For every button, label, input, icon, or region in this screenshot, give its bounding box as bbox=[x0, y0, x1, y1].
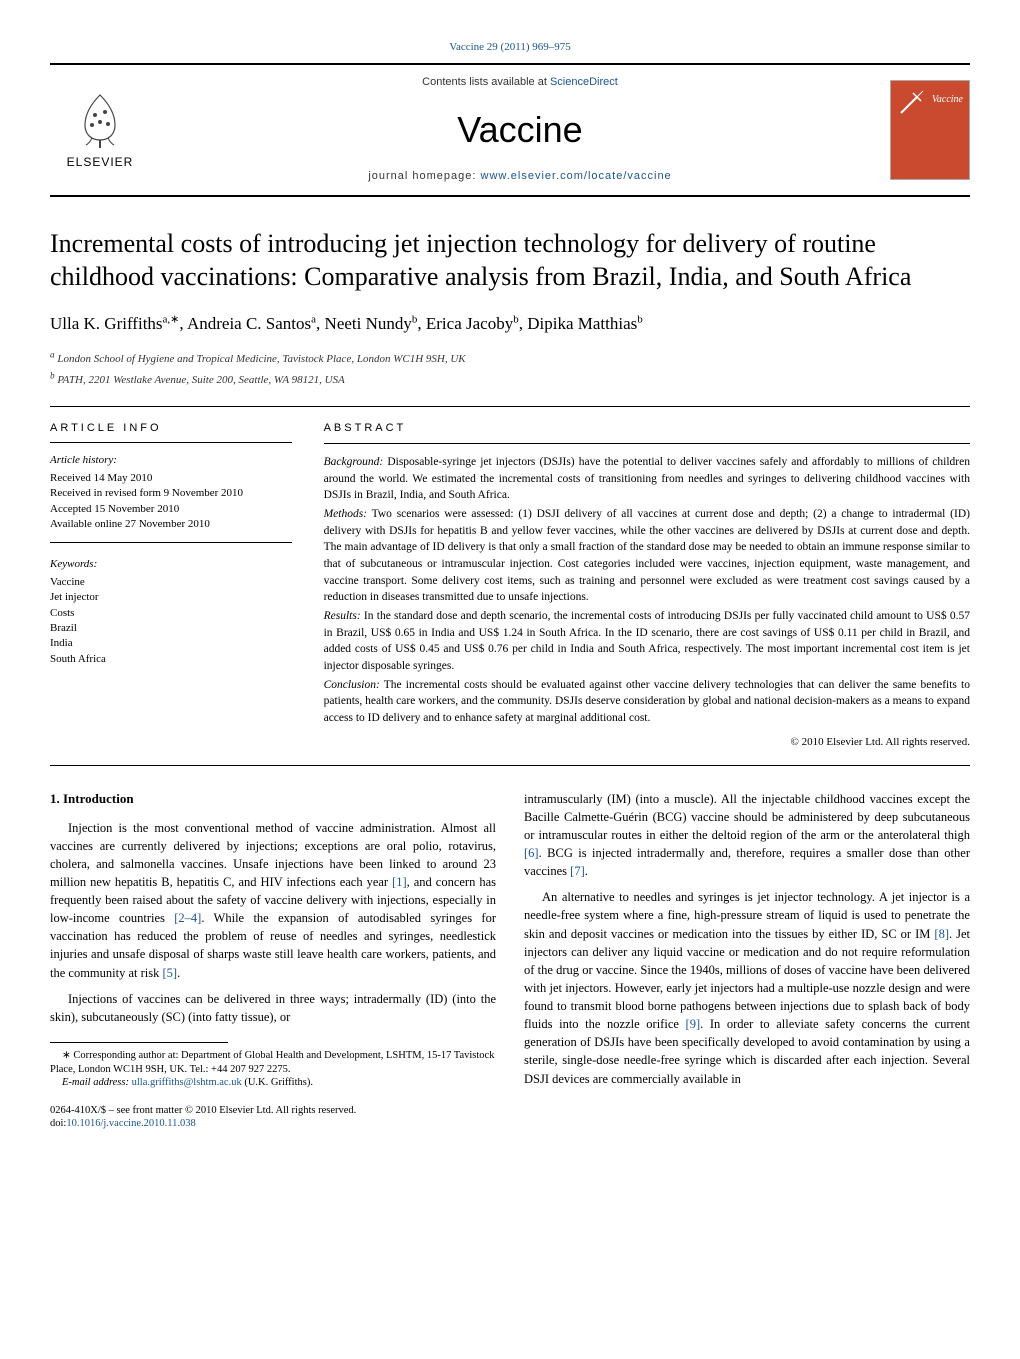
masthead: ELSEVIER Contents lists available at Sci… bbox=[50, 63, 970, 196]
corresponding-footnote: ∗ Corresponding author at: Department of… bbox=[50, 1049, 496, 1076]
footnote-rule bbox=[50, 1042, 228, 1043]
body-p3: intramuscularly (IM) (into a muscle). Al… bbox=[524, 790, 970, 881]
abstract-methods: Methods: Two scenarios were assessed: (1… bbox=[324, 506, 970, 606]
p1d: . bbox=[177, 966, 180, 980]
email-label: E-mail address: bbox=[62, 1077, 132, 1088]
history-line-3: Available online 27 November 2010 bbox=[50, 517, 292, 532]
journal-cover-thumbnail: Vaccine bbox=[890, 80, 970, 180]
sciencedirect-link[interactable]: ScienceDirect bbox=[550, 76, 618, 88]
email-footnote: E-mail address: ulla.griffiths@lshtm.ac.… bbox=[50, 1076, 496, 1090]
keyword-3: Brazil bbox=[50, 621, 292, 636]
keyword-2: Costs bbox=[50, 606, 292, 621]
keyword-0: Vaccine bbox=[50, 575, 292, 590]
author-1: Ulla K. Griffiths bbox=[50, 314, 163, 333]
conclusion-text: The incremental costs should be evaluate… bbox=[324, 679, 970, 724]
results-label: Results: bbox=[324, 610, 361, 622]
author-1-sup: a,∗ bbox=[163, 314, 180, 326]
info-abstract-row: ARTICLE INFO Article history: Received 1… bbox=[50, 406, 970, 766]
affiliation-b: b PATH, 2201 Westlake Avenue, Suite 200,… bbox=[50, 369, 970, 388]
abstract: ABSTRACT Background: Disposable-syringe … bbox=[308, 407, 970, 765]
doi-link[interactable]: 10.1016/j.vaccine.2010.11.038 bbox=[66, 1118, 195, 1129]
bottom-meta: 0264-410X/$ – see front matter © 2010 El… bbox=[50, 1104, 496, 1131]
background-text: Disposable-syringe jet injectors (DSJIs)… bbox=[324, 456, 970, 501]
homepage-prefix: journal homepage: bbox=[368, 170, 480, 182]
history-block: Article history: Received 14 May 2010 Re… bbox=[50, 453, 292, 543]
results-text: In the standard dose and depth scenario,… bbox=[324, 610, 970, 672]
masthead-center: Contents lists available at ScienceDirec… bbox=[150, 75, 890, 184]
section-1-heading: 1. Introduction bbox=[50, 790, 496, 809]
p3c: . bbox=[585, 864, 588, 878]
affiliation-a-text: a London School of Hygiene and Tropical … bbox=[50, 353, 466, 365]
elsevier-wordmark: ELSEVIER bbox=[67, 154, 134, 171]
article-info-heading: ARTICLE INFO bbox=[50, 421, 292, 443]
issn-line: 0264-410X/$ – see front matter © 2010 El… bbox=[50, 1104, 496, 1118]
affiliation-a: a London School of Hygiene and Tropical … bbox=[50, 348, 970, 367]
article-title: Incremental costs of introducing jet inj… bbox=[50, 227, 970, 295]
homepage-link[interactable]: www.elsevier.com/locate/vaccine bbox=[481, 170, 672, 182]
history-title: Article history: bbox=[50, 453, 292, 468]
affiliation-b-text: b PATH, 2201 Westlake Avenue, Suite 200,… bbox=[50, 374, 345, 386]
article-info: ARTICLE INFO Article history: Received 1… bbox=[50, 407, 308, 765]
author-5: , Dipika Matthias bbox=[519, 314, 638, 333]
ref-7-link[interactable]: [7] bbox=[570, 864, 585, 878]
body-p2: Injections of vaccines can be delivered … bbox=[50, 990, 496, 1026]
history-line-1: Received in revised form 9 November 2010 bbox=[50, 486, 292, 501]
elsevier-tree-icon bbox=[70, 90, 130, 150]
abstract-conclusion: Conclusion: The incremental costs should… bbox=[324, 677, 970, 727]
abstract-heading: ABSTRACT bbox=[324, 421, 970, 444]
affiliations: a London School of Hygiene and Tropical … bbox=[50, 348, 970, 388]
title-line-2: childhood vaccinations: Comparative anal… bbox=[50, 262, 911, 291]
conclusion-label: Conclusion: bbox=[324, 679, 380, 691]
email-link[interactable]: ulla.griffiths@lshtm.ac.uk bbox=[132, 1077, 242, 1088]
left-column: 1. Introduction Injection is the most co… bbox=[50, 790, 496, 1131]
p4b: . Jet injectors can deliver any liquid v… bbox=[524, 927, 970, 1032]
email-suffix: (U.K. Griffiths). bbox=[242, 1077, 313, 1088]
authors: Ulla K. Griffithsa,∗, Andreia C. Santosa… bbox=[50, 312, 970, 336]
keyword-4: India bbox=[50, 636, 292, 651]
ref-6-link[interactable]: [6] bbox=[524, 846, 539, 860]
keyword-1: Jet injector bbox=[50, 590, 292, 605]
homepage-line: journal homepage: www.elsevier.com/locat… bbox=[150, 169, 890, 184]
author-2: , Andreia C. Santos bbox=[179, 314, 311, 333]
keyword-5: South Africa bbox=[50, 652, 292, 667]
history-line-2: Accepted 15 November 2010 bbox=[50, 502, 292, 517]
title-line-1: Incremental costs of introducing jet inj… bbox=[50, 229, 876, 258]
journal-title: Vaccine bbox=[150, 105, 890, 155]
right-column: intramuscularly (IM) (into a muscle). Al… bbox=[524, 790, 970, 1131]
p3b: . BCG is injected intradermally and, the… bbox=[524, 846, 970, 878]
methods-text: Two scenarios were assessed: (1) DSJI de… bbox=[324, 508, 970, 603]
ref-9-link[interactable]: [9] bbox=[686, 1017, 701, 1031]
abstract-background: Background: Disposable-syringe jet injec… bbox=[324, 454, 970, 504]
ref-1-link[interactable]: [1] bbox=[392, 875, 407, 889]
doi-prefix: doi: bbox=[50, 1118, 66, 1129]
ref-8-link[interactable]: [8] bbox=[934, 927, 949, 941]
background-label: Background: bbox=[324, 456, 384, 468]
p3a: intramuscularly (IM) (into a muscle). Al… bbox=[524, 792, 970, 842]
body-p1: Injection is the most conventional metho… bbox=[50, 819, 496, 982]
author-4: , Erica Jacoby bbox=[417, 314, 513, 333]
body-columns: 1. Introduction Injection is the most co… bbox=[50, 790, 970, 1131]
doi-line: doi:10.1016/j.vaccine.2010.11.038 bbox=[50, 1117, 496, 1131]
running-header: Vaccine 29 (2011) 969–975 bbox=[50, 40, 970, 55]
p4a: An alternative to needles and syringes i… bbox=[524, 890, 970, 940]
abstract-copyright: © 2010 Elsevier Ltd. All rights reserved… bbox=[324, 735, 970, 751]
syringe-icon bbox=[897, 87, 927, 117]
running-header-link[interactable]: Vaccine 29 (2011) 969–975 bbox=[449, 41, 570, 53]
body-p4: An alternative to needles and syringes i… bbox=[524, 888, 970, 1087]
author-5-sup: b bbox=[637, 314, 643, 326]
elsevier-logo: ELSEVIER bbox=[50, 80, 150, 180]
author-3: , Neeti Nundy bbox=[316, 314, 412, 333]
ref-5-link[interactable]: [5] bbox=[162, 966, 177, 980]
keywords-title: Keywords: bbox=[50, 557, 292, 572]
ref-2-4-link[interactable]: [2–4] bbox=[174, 911, 201, 925]
history-line-0: Received 14 May 2010 bbox=[50, 471, 292, 486]
contents-line: Contents lists available at ScienceDirec… bbox=[150, 75, 890, 90]
cover-title: Vaccine bbox=[932, 93, 963, 107]
keywords-block: Keywords: Vaccine Jet injector Costs Bra… bbox=[50, 557, 292, 667]
methods-label: Methods: bbox=[324, 508, 367, 520]
contents-prefix: Contents lists available at bbox=[422, 76, 550, 88]
abstract-results: Results: In the standard dose and depth … bbox=[324, 608, 970, 675]
